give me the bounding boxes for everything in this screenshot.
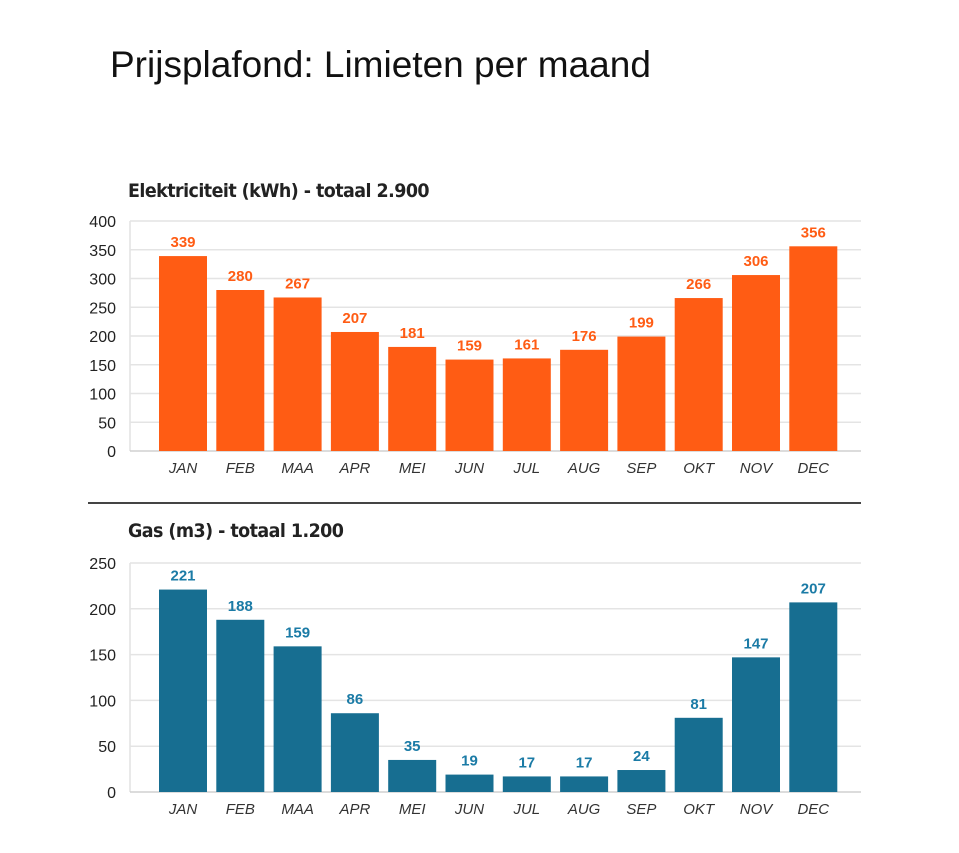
gas-y-tick-label: 0 (107, 785, 116, 802)
gas-x-tick-label: MAA (281, 801, 314, 818)
electricity-bar-jun (445, 359, 494, 451)
electricity-bar-mei (388, 346, 437, 451)
gas-x-tick-label: AUG (567, 801, 601, 818)
gas-data-label: 159 (285, 624, 310, 641)
gas-bar-dec (789, 602, 838, 792)
gas-data-label: 24 (633, 748, 650, 765)
gas-x-tick-label: DEC (797, 801, 829, 818)
gas-data-label: 35 (404, 738, 421, 755)
electricity-x-tick-label: JAN (168, 460, 198, 477)
gas-data-label: 221 (170, 568, 195, 585)
electricity-data-label: 266 (686, 276, 711, 293)
electricity-data-label: 339 (170, 234, 195, 251)
electricity-bar-feb (216, 290, 265, 451)
electricity-y-tick-label: 350 (89, 243, 116, 260)
electricity-data-label: 356 (801, 224, 826, 241)
electricity-x-tick-label: MEI (399, 460, 426, 477)
gas-x-tick-label: FEB (226, 801, 255, 818)
electricity-bar-jan (159, 256, 207, 451)
gas-bar-okt (674, 717, 723, 792)
electricity-x-tick-label: OKT (683, 460, 716, 477)
gas-bar-nov (732, 657, 780, 792)
electricity-data-label: 306 (743, 253, 768, 270)
gas-x-tick-label: MEI (399, 801, 426, 818)
electricity-chart-title: Elektriciteit (kWh) - totaal 2.900 (128, 180, 430, 202)
gas-bar-maa (273, 646, 322, 792)
electricity-x-tick-label: AUG (567, 460, 601, 477)
gas-y-tick-label: 50 (98, 739, 116, 756)
gas-y-tick-label: 150 (89, 648, 116, 665)
gas-y-tick-label: 200 (89, 602, 116, 619)
electricity-x-tick-label: APR (338, 460, 370, 477)
electricity-y-tick-label: 100 (89, 387, 116, 404)
gas-x-tick-label: APR (338, 801, 370, 818)
gas-x-tick-label: JUN (454, 801, 484, 818)
gas-data-label: 81 (690, 696, 707, 713)
gas-x-tick-label: NOV (740, 801, 775, 818)
gas-x-tick-label: OKT (683, 801, 716, 818)
electricity-y-tick-label: 0 (107, 444, 116, 461)
gas-x-tick-label: SEP (626, 801, 656, 818)
gas-data-label: 19 (461, 753, 478, 770)
gas-data-label: 207 (801, 580, 826, 597)
electricity-x-tick-label: FEB (226, 460, 255, 477)
gas-y-tick-label: 250 (89, 556, 116, 573)
electricity-y-tick-label: 200 (89, 329, 116, 346)
electricity-bar-apr (330, 331, 379, 451)
gas-bar-feb (216, 619, 265, 792)
gas-bar-jul (502, 776, 551, 792)
electricity-x-tick-label: MAA (281, 460, 314, 477)
gas-x-tick-label: JAN (168, 801, 198, 818)
gas-data-label: 17 (576, 754, 593, 771)
gas-y-tick-label: 100 (89, 693, 116, 710)
electricity-bar-nov (732, 275, 780, 451)
electricity-x-tick-label: SEP (626, 460, 656, 477)
gas-bar-aug (560, 776, 609, 792)
gas-bar-sep (617, 770, 666, 792)
electricity-x-tick-label: DEC (797, 460, 829, 477)
electricity-x-tick-label: JUN (454, 460, 484, 477)
electricity-data-label: 207 (342, 310, 367, 327)
electricity-data-label: 199 (629, 315, 654, 332)
gas-x-tick-label: JUL (512, 801, 540, 818)
electricity-bar-aug (560, 349, 609, 451)
electricity-y-tick-label: 400 (89, 214, 116, 231)
electricity-bar-sep (617, 336, 666, 451)
gas-data-label: 147 (743, 635, 768, 652)
electricity-bar-okt (674, 298, 723, 451)
electricity-y-tick-label: 300 (89, 272, 116, 289)
gas-bar-apr (330, 713, 379, 792)
page-title: Prijsplafond: Limieten per maand (110, 44, 651, 85)
electricity-data-label: 176 (572, 328, 597, 345)
electricity-data-label: 161 (514, 336, 539, 353)
electricity-x-tick-label: NOV (740, 460, 775, 477)
electricity-data-label: 181 (400, 325, 425, 342)
gas-data-label: 17 (518, 754, 535, 771)
chart-divider (88, 502, 861, 504)
gas-chart-title: Gas (m3) - totaal 1.200 (128, 520, 344, 542)
electricity-bar-maa (273, 297, 322, 451)
electricity-data-label: 280 (228, 268, 253, 285)
electricity-x-tick-label: JUL (512, 460, 540, 477)
gas-data-label: 86 (347, 691, 364, 708)
electricity-bar-jul (502, 358, 551, 451)
electricity-data-label: 159 (457, 338, 482, 355)
gas-bar-jun (445, 774, 494, 792)
gas-data-label: 188 (228, 598, 253, 615)
electricity-data-label: 267 (285, 275, 310, 292)
electricity-y-tick-label: 150 (89, 358, 116, 375)
gas-bar-jan (159, 589, 207, 792)
electricity-y-tick-label: 50 (98, 415, 116, 432)
gas-bar-mei (388, 759, 437, 792)
electricity-y-tick-label: 250 (89, 300, 116, 317)
electricity-bar-dec (789, 246, 838, 451)
